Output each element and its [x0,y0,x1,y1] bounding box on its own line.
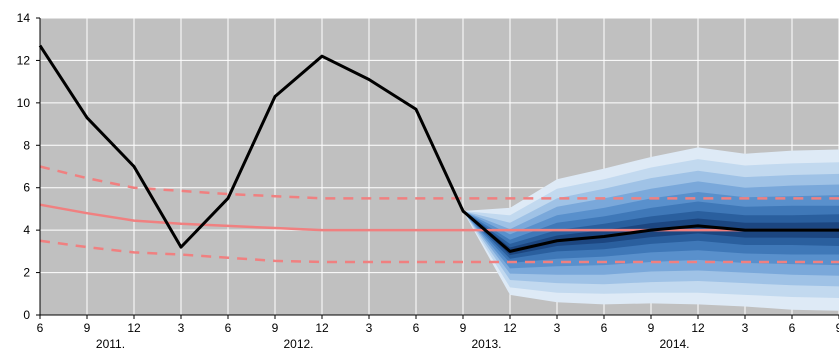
y-tick-label: 0 [23,308,30,322]
series-lines [38,44,839,264]
x-tick-label: 9 [84,321,91,335]
y-tick-label: 2 [23,266,30,280]
y-tick-label: 10 [17,96,31,110]
x-tick-labels: 6 9 12 3 6 9 12 3 6 9 12 3 6 9 12 3 6 9 [37,321,839,335]
x-tick-label: 6 [413,321,420,335]
x-tick-label: 3 [178,321,185,335]
x-year-label: 2013. [471,337,501,351]
x-tick-label: 6 [37,321,44,335]
x-year-labels: 2011. 2012. 2013. 2014. [96,337,690,351]
y-tick-label: 14 [17,11,31,25]
x-year-label: 2012. [283,337,313,351]
x-tick-label: 12 [127,321,141,335]
x-tick-label: 12 [315,321,329,335]
x-tick-label: 12 [503,321,517,335]
y-tick-label: 4 [23,223,30,237]
x-tick-label: 3 [554,321,561,335]
series-line-actual [38,44,839,253]
x-tick-label: 6 [225,321,232,335]
fan-band-8 [463,211,839,256]
x-tick-label: 12 [691,321,705,335]
y-tick-label: 8 [23,138,30,152]
y-tick-labels: 0 2 4 6 8 10 12 14 [17,11,31,322]
x-tick-label: 9 [648,321,655,335]
x-year-label: 2014. [659,337,689,351]
x-tick-label: 6 [789,321,796,335]
axes [36,17,839,319]
x-tick-label: 9 [272,321,279,335]
x-tick-label: 9 [460,321,467,335]
y-tick-label: 12 [17,53,31,67]
x-tick-label: 3 [742,321,749,335]
series-line-target-lower [39,239,839,264]
x-tick-label: 9 [836,321,839,335]
x-year-label: 2011. [96,337,125,351]
x-tick-label: 6 [601,321,608,335]
series-line-target-upper [39,165,839,200]
x-tick-label: 3 [366,321,373,335]
y-tick-label: 6 [23,181,30,195]
series-line-target [39,203,839,232]
